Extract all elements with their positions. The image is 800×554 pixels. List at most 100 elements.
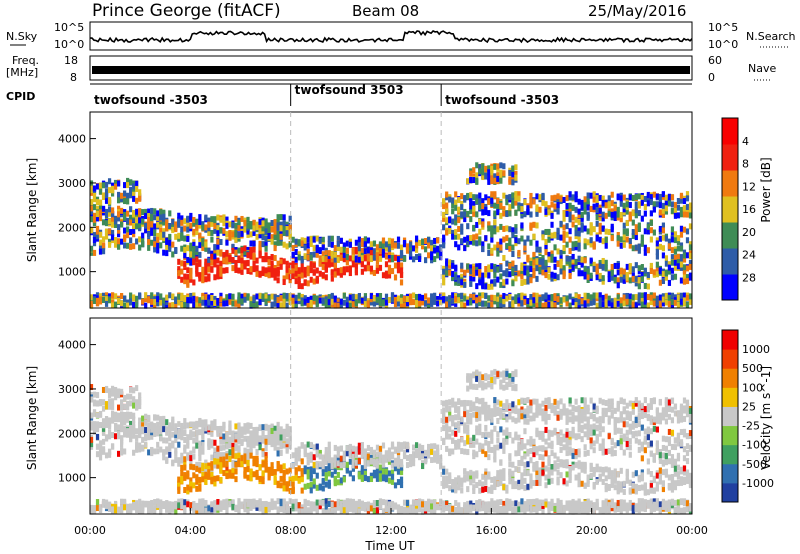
heatmap-cell (384, 253, 389, 260)
date-label: 25/May/2016 (588, 2, 686, 20)
heatmap-cell (478, 192, 482, 199)
heatmap-cell (213, 223, 217, 230)
heatmap-cell (514, 275, 518, 282)
heatmap-cell (673, 212, 678, 219)
heatmap-cell (98, 296, 103, 303)
heatmap-cell (110, 217, 115, 224)
heatmap-cell (153, 414, 157, 421)
heatmap-cell (288, 241, 292, 248)
heatmap-cell (273, 444, 277, 451)
heatmap-cell (216, 475, 220, 482)
heatmap-cell (673, 264, 678, 271)
heatmap-cell (526, 301, 530, 308)
heatmap-cell (225, 473, 229, 480)
heatmap-cell (183, 278, 187, 285)
heatmap-cell (571, 244, 575, 251)
heatmap-cell (315, 295, 319, 302)
heatmap-cell (366, 453, 371, 460)
heatmap-cell (141, 427, 145, 434)
heatmap-cell (595, 263, 599, 270)
heatmap-cell (95, 423, 100, 430)
heatmap-cell (98, 215, 103, 222)
heatmap-cell (123, 415, 127, 422)
heatmap-cell (351, 261, 355, 268)
heatmap-cell (270, 234, 274, 241)
heatmap-cell (583, 201, 587, 208)
heatmap-cell (95, 215, 100, 222)
heatmap-cell (345, 499, 349, 506)
heatmap-cell (231, 265, 235, 272)
heatmap-cell (466, 266, 470, 273)
heatmap-cell (676, 263, 681, 270)
heatmap-cell (228, 293, 232, 300)
heatmap-cell (195, 224, 199, 231)
heatmap-cell (396, 462, 401, 469)
heatmap-cell (180, 268, 184, 275)
heatmap-cell (472, 266, 476, 273)
heatmap-cell (577, 299, 581, 306)
heatmap-cell (375, 462, 380, 469)
heatmap-cell (670, 267, 675, 274)
heatmap-cell (180, 231, 184, 238)
heatmap-cell (255, 233, 259, 240)
heatmap-cell (445, 191, 449, 198)
heatmap-cell (481, 300, 485, 307)
heatmap-cell (357, 471, 361, 478)
heatmap-cell (270, 462, 274, 469)
heatmap-cell (201, 425, 205, 432)
heatmap-cell (628, 302, 632, 309)
heatmap-cell (132, 219, 136, 226)
heatmap-cell (550, 195, 554, 202)
heatmap-cell (110, 398, 115, 405)
heatmap-cell (207, 262, 211, 269)
heatmap-cell (207, 508, 211, 515)
heatmap-cell (384, 245, 389, 252)
heatmap-cell (225, 249, 229, 256)
heatmap-cell (192, 279, 196, 286)
heatmap-cell (113, 416, 118, 423)
heatmap-cell (478, 267, 482, 274)
heatmap-cell (393, 301, 398, 308)
heatmap-cell (384, 241, 389, 248)
heatmap-cell (460, 211, 464, 218)
heatmap-cell (454, 204, 458, 211)
heatmap-cell (315, 506, 319, 513)
heatmap-cell (478, 271, 482, 278)
heatmap-cell (201, 507, 205, 514)
heatmap-cell (153, 246, 157, 253)
heatmap-cell (291, 267, 295, 274)
heatmap-cell (89, 199, 94, 206)
heatmap-cell (577, 212, 581, 219)
heatmap-cell (116, 231, 121, 238)
heatmap-cell (180, 457, 184, 464)
heatmap-cell (457, 197, 461, 204)
heatmap-cell (183, 246, 187, 253)
heatmap-cell (189, 481, 193, 488)
heatmap-cell (550, 212, 554, 219)
heatmap-cell (616, 240, 620, 247)
heatmap-cell (634, 294, 638, 301)
heatmap-cell (592, 292, 596, 299)
y-tick-label: 3000 (58, 177, 86, 190)
heatmap-cell (622, 194, 626, 201)
heatmap-cell (544, 301, 548, 308)
heatmap-cell (402, 301, 407, 308)
heatmap-cell (622, 294, 626, 301)
heatmap-cell (141, 218, 145, 225)
heatmap-cell (300, 487, 304, 494)
heatmap-cell (104, 208, 109, 215)
heatmap-cell (104, 188, 109, 195)
heatmap-cell (123, 395, 127, 402)
heatmap-cell (237, 225, 241, 232)
heatmap-cell (390, 469, 395, 476)
heatmap-cell (580, 215, 584, 222)
heatmap-cell (673, 205, 678, 212)
heatmap-cell (107, 391, 112, 398)
heatmap-cell (258, 243, 262, 250)
heatmap-cell (240, 230, 244, 237)
heatmap-cell (168, 451, 172, 458)
heatmap-cell (225, 231, 229, 238)
heatmap-cell (387, 297, 392, 304)
heatmap-cell (186, 256, 190, 263)
heatmap-cell (342, 499, 346, 506)
